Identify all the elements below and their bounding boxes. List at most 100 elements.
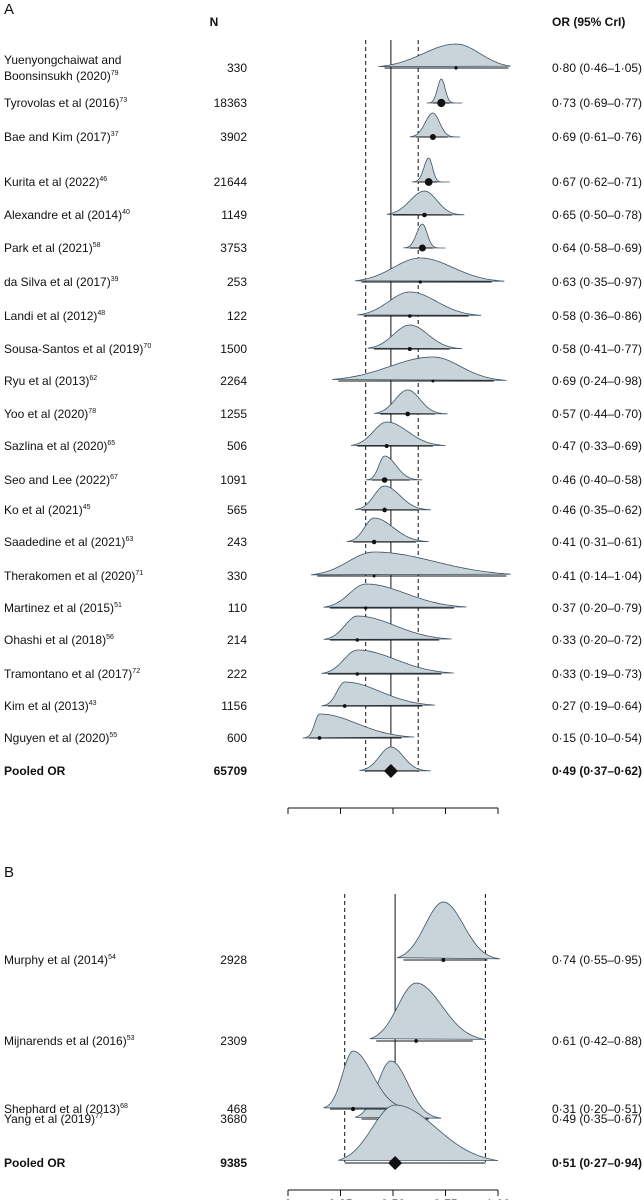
sample-size: 1149 [221,208,247,222]
or-ci-value: 0·73 (0·69–0·77) [552,96,642,110]
or-ci-value: 0·41 (0·14–1·04) [552,569,642,583]
study-row: Park et al (2021)58 3753 0·64 (0·58–0·69) [4,223,642,255]
study-label: Nguyen et al (2020)55 [4,731,117,745]
study-row: Sazlina et al (2020)65 506 0·47 (0·33–0·69… [4,421,642,453]
pooled-diamond [383,764,398,778]
header-n: N [210,15,219,29]
point-estimate [364,606,368,610]
study-row: Tyrovolas et al (2016)73 18363 0·73 (0·69–… [4,78,642,110]
x-tick-label: 0·50 [381,1197,405,1200]
study-label: Tyrovolas et al (2016)73 [4,96,127,110]
x-tick-label: 0·25 [328,1197,352,1200]
sample-size: 330 [227,569,247,583]
study-label: Park et al (2021)58 [4,241,101,255]
sample-size: 330 [227,61,247,75]
posterior-density [386,190,465,216]
posterior-density [311,551,511,576]
or-ci-value: 0·58 (0·41–0·77) [552,342,642,356]
point-estimate [424,178,433,186]
posterior-density [365,455,423,481]
posterior-density [323,615,452,640]
or-ci-value: 0·74 (0·55–0·95) [552,953,642,967]
posterior-density [357,291,482,316]
posterior-density [321,649,454,674]
or-ci-value: 0·37 (0·20–0·79) [552,601,642,615]
point-estimate [418,244,426,252]
study-row: Saadedine et al (2021)63 243 0·41 (0·31–0·… [4,517,642,549]
study-row: Kurita et al (2022)46 21644 0·67 (0·62–0·7… [4,157,642,189]
point-estimate [317,736,322,740]
study-label: Sousa-Santos et al (2019)70 [4,342,151,356]
study-row: Yuenyongchaiwat and Boonsinsukh (2020)79 3… [4,43,642,83]
x-tick-label: 1·00 [486,1197,510,1200]
point-estimate [414,1039,418,1043]
or-ci-value: 0·65 (0·50–0·78) [552,208,642,222]
study-label: Saadedine et al (2021)63 [4,535,133,549]
posterior-density [355,485,431,511]
posterior-density [403,223,446,249]
posterior-density [350,421,446,446]
sample-size: 2264 [220,374,247,388]
point-estimate [372,574,376,578]
point-estimate [371,539,377,545]
sample-size: 2928 [220,953,247,967]
or-ci-value: 0·63 (0·35–0·97) [552,275,642,289]
sample-size: 18363 [214,96,248,110]
or-ci-value: 0·41 (0·31–0·61) [552,535,642,549]
sample-size: 1500 [220,342,247,356]
point-estimate [342,704,347,708]
study-label: Therakomen et al (2020)71 [4,569,143,583]
or-ci-value: 0·49 (0·37–0·62) [552,764,642,778]
posterior-density [338,1104,499,1161]
posterior-density [332,356,507,381]
point-estimate [422,212,427,218]
sample-size: 243 [227,535,247,549]
or-ci-value: 0·67 (0·62–0·71) [552,175,642,189]
or-ci-value: 0·31 (0·20–0·51) [552,1102,642,1116]
posterior-density [355,257,505,282]
or-ci-value: 0·64 (0·58–0·69) [552,241,642,255]
pooled-label: Pooled OR [4,764,66,778]
or-ci-value: 0·33 (0·20–0·72) [552,633,642,647]
or-ci-value: 0·69 (0·61–0·76) [552,130,642,144]
posterior-density [323,583,467,608]
panel-b: B Murphy et al (2014)54 2928 0·74 (0·55–0·9… [4,864,642,1200]
study-label: Seo and Lee (2022)67 [4,473,118,487]
sample-size: 122 [227,309,247,323]
or-ci-value: 0·27 (0·19–0·64) [552,699,642,713]
study-label: Landi et al (2012)48 [4,309,105,323]
panel-a: A N OR (95% CrI) Yuenyongchaiwat and Boonsin… [4,1,642,814]
point-estimate [441,958,446,962]
sample-size: 21644 [214,175,248,189]
study-row: Ko et al (2021)45 565 0·46 (0·35–0·62) [4,485,642,517]
study-label: Boonsinsukh (2020)79 [4,69,119,83]
or-ci-value: 0·49 (0·35–0·67) [552,1112,642,1126]
study-label: Ko et al (2021)45 [4,503,91,517]
or-ci-value: 0·46 (0·40–0·58) [552,473,642,487]
sample-size: 1255 [220,407,247,421]
study-label: Kim et al (2013)43 [4,699,97,713]
sample-size: 3680 [220,1112,247,1126]
sample-size: 506 [227,439,247,453]
study-row: Landi et al (2012)48 122 0·58 (0·36–0·86) [4,291,642,323]
study-label: Kurita et al (2022)46 [4,175,107,189]
posterior-density [378,43,511,67]
point-estimate [429,133,436,141]
posterior-density [346,517,429,542]
posterior-density [323,1050,408,1109]
sample-size: 3753 [220,241,247,255]
study-row: Mijnarends et al (2016)53 2309 0·61 (0·42–… [4,982,642,1048]
point-estimate [431,379,435,383]
sample-size: 253 [227,275,247,289]
or-ci-value: 0·57 (0·44–0·70) [552,407,642,421]
study-row: Ryu et al (2013)62 2264 0·69 (0·24–0·98) [4,356,642,388]
point-estimate [355,638,360,642]
study-label: Yang et al (2019)77 [4,1112,103,1126]
study-row: Ohashi et al (2018)56 214 0·33 (0·20–0·72) [4,615,642,647]
posterior-density [302,713,415,739]
or-ci-value: 0·46 (0·35–0·62) [552,503,642,517]
point-estimate [384,443,389,449]
posterior-density [321,681,436,707]
study-row: Bae and Kim (2017)37 3902 0·69 (0·61–0·76) [4,112,642,144]
or-ci-value: 0·47 (0·33–0·69) [552,439,642,453]
